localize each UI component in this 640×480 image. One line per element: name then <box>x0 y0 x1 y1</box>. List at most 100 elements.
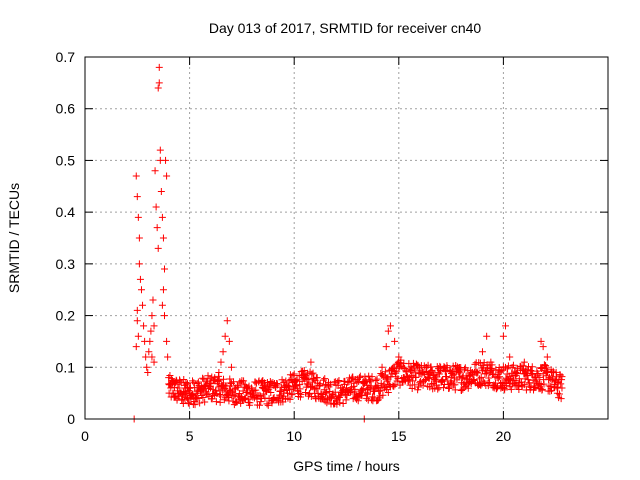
data-point <box>532 378 540 386</box>
data-point <box>259 384 267 392</box>
data-point <box>201 398 209 406</box>
data-point <box>307 358 315 366</box>
data-point <box>407 363 415 371</box>
data-point <box>359 385 367 393</box>
data-point <box>307 393 315 401</box>
data-point <box>445 383 453 391</box>
data-point <box>289 372 297 380</box>
data-point <box>171 393 179 401</box>
data-point <box>355 374 363 382</box>
data-point <box>230 392 238 400</box>
data-point <box>255 401 263 409</box>
data-point <box>179 399 187 407</box>
data-point <box>140 322 148 330</box>
data-point <box>248 389 256 397</box>
data-point <box>156 146 164 154</box>
data-point <box>416 379 424 387</box>
y-axis-label: SRMTID / TECUs <box>6 183 22 293</box>
data-point <box>427 363 435 371</box>
x-tick-label: 15 <box>391 428 407 444</box>
data-point <box>303 380 311 388</box>
data-point <box>283 381 291 389</box>
data-point <box>378 363 386 371</box>
data-point <box>269 394 277 402</box>
data-point <box>133 317 141 325</box>
data-point <box>148 312 156 320</box>
data-point <box>460 365 468 373</box>
data-point <box>148 353 156 361</box>
data-point <box>181 384 189 392</box>
data-point <box>150 358 158 366</box>
data-point <box>414 383 422 391</box>
data-point <box>231 391 239 399</box>
data-point <box>440 384 448 392</box>
data-point <box>497 367 505 375</box>
data-point <box>434 385 442 393</box>
data-point <box>226 375 234 383</box>
data-point <box>487 358 495 366</box>
data-point <box>180 389 188 397</box>
data-point <box>543 353 551 361</box>
data-point <box>159 234 167 242</box>
data-point <box>164 353 172 361</box>
data-point <box>442 367 450 375</box>
data-point <box>280 389 288 397</box>
data-point <box>293 376 301 384</box>
data-point <box>342 396 350 404</box>
data-point <box>448 379 456 387</box>
data-point <box>132 172 140 180</box>
data-point <box>486 379 494 387</box>
data-point <box>230 378 238 386</box>
data-point <box>145 348 153 356</box>
data-point <box>455 373 463 381</box>
data-point <box>171 379 179 387</box>
data-point <box>556 371 564 379</box>
data-point <box>553 383 561 391</box>
data-point <box>542 372 550 380</box>
data-point <box>558 373 566 381</box>
data-point <box>411 381 419 389</box>
data-point <box>165 374 173 382</box>
data-point <box>327 380 335 388</box>
y-tick-label: 0.4 <box>56 204 76 220</box>
data-point <box>184 399 192 407</box>
data-point <box>374 384 382 392</box>
data-point <box>213 390 221 398</box>
data-point <box>537 381 545 389</box>
data-point <box>354 397 362 405</box>
data-point <box>484 382 492 390</box>
data-point <box>524 376 532 384</box>
data-point <box>538 385 546 393</box>
data-point <box>451 386 459 394</box>
data-point <box>239 387 247 395</box>
data-point <box>257 398 265 406</box>
data-point <box>520 358 528 366</box>
data-point <box>219 375 227 383</box>
data-point <box>263 400 271 408</box>
data-point <box>395 353 403 361</box>
x-tick-label: 0 <box>81 428 89 444</box>
data-point <box>199 394 207 402</box>
data-point <box>240 377 248 385</box>
data-point <box>163 172 171 180</box>
data-point <box>425 374 433 382</box>
data-point <box>458 379 466 387</box>
data-point <box>555 390 563 398</box>
data-point <box>321 375 329 383</box>
data-point <box>546 387 554 395</box>
data-point <box>426 368 434 376</box>
y-tick-label: 0.7 <box>56 49 76 65</box>
x-tick-label: 10 <box>286 428 302 444</box>
data-point <box>335 376 343 384</box>
data-point <box>353 379 361 387</box>
data-point <box>557 395 565 403</box>
data-point <box>184 394 192 402</box>
y-tick-label: 0.3 <box>56 256 76 272</box>
data-point <box>405 374 413 382</box>
data-point <box>322 389 330 397</box>
data-point <box>336 399 344 407</box>
data-point <box>155 63 163 71</box>
data-point <box>151 167 159 175</box>
data-point <box>384 327 392 335</box>
